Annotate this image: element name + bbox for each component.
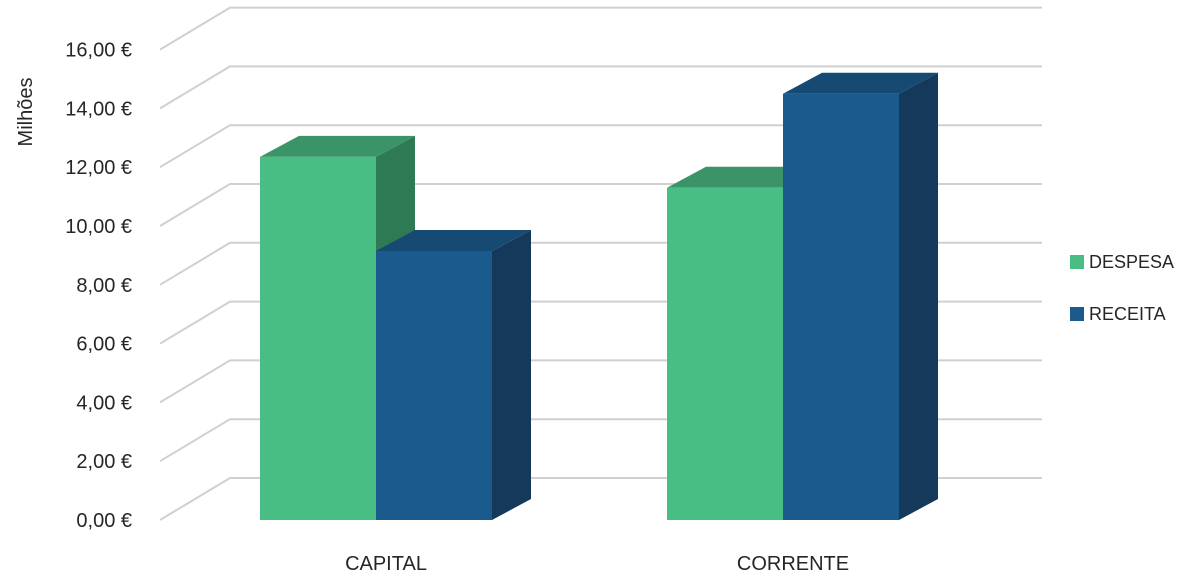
legend[interactable]: DESPESA RECEITA [1070, 252, 1174, 324]
y-tick-label: 2,00 € [76, 451, 132, 473]
legend-swatch [1070, 307, 1084, 321]
bar-side [899, 72, 938, 520]
y-tick-label: 0,00 € [76, 510, 132, 532]
legend-swatch [1070, 255, 1084, 269]
y-tick-label: 4,00 € [76, 392, 132, 414]
legend-label: RECEITA [1089, 304, 1166, 324]
y-tick-label: 6,00 € [76, 334, 132, 356]
bar [260, 156, 376, 520]
y-tick-label: 16,00 € [65, 40, 132, 62]
bar-top [260, 135, 415, 157]
y-tick-label: 10,00 € [65, 216, 132, 238]
x-tick-label: CORRENTE [737, 553, 849, 574]
bars [260, 72, 938, 521]
y-tick-label: 8,00 € [76, 275, 132, 297]
grid-line [159, 6, 1042, 51]
x-axis-categories: CAPITAL CORRENTE [345, 553, 849, 574]
bar [783, 93, 899, 520]
grid-lines [159, 6, 1042, 521]
bar [667, 187, 783, 520]
bar-top [376, 229, 531, 251]
x-tick-label: CAPITAL [345, 553, 427, 574]
grid-line [159, 65, 1042, 110]
y-tick-label: 14,00 € [65, 98, 132, 120]
y-tick-label: 12,00 € [65, 157, 132, 179]
bar-side [492, 229, 531, 521]
y-axis-ticks: 0,00 € 2,00 € 4,00 € 6,00 € 8,00 € 10,00 € 12,… [65, 40, 132, 532]
grid-line [159, 124, 1042, 169]
bar [376, 250, 492, 521]
y-axis-label: Milhões [15, 78, 37, 147]
bar-top [783, 72, 938, 94]
legend-label: DESPESA [1089, 252, 1174, 272]
